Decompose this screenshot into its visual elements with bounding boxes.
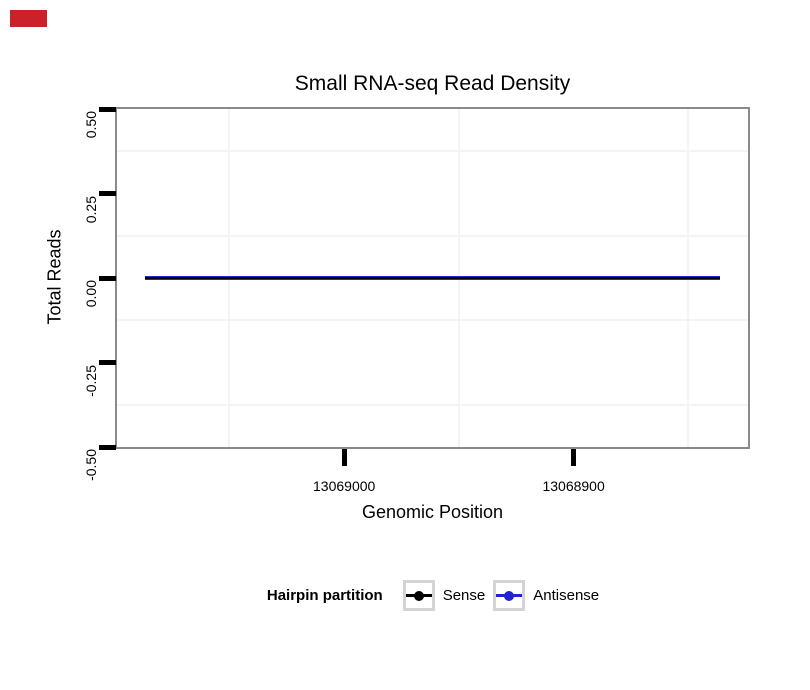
legend-item-sense: Sense — [402, 580, 486, 611]
chart-title: Small RNA-seq Read Density — [294, 72, 571, 95]
y-tick-mark — [99, 106, 116, 112]
y-tick-mark — [99, 275, 116, 281]
legend-label: Antisense — [533, 587, 600, 604]
red-marker-box — [10, 10, 47, 27]
legend-key-icon — [493, 580, 526, 611]
x-axis-title: Genomic Position — [361, 502, 504, 522]
series-line-sense — [144, 277, 721, 279]
minor-gridline-y — [117, 150, 748, 153]
x-tick-mark — [341, 449, 347, 466]
y-tick-mark — [99, 360, 116, 365]
minor-gridline-y — [117, 403, 748, 406]
y-tick-mark — [99, 191, 116, 196]
y-axis-title: Total Reads — [44, 229, 65, 325]
legend-label: Sense — [442, 587, 486, 604]
y-tick-label: 0.50 — [83, 111, 99, 139]
minor-gridline-y — [117, 319, 748, 322]
legend-item-antisense: Antisense — [493, 580, 599, 611]
x-tick-label: 13068900 — [542, 478, 605, 494]
key-point-glyph — [413, 590, 424, 601]
minor-gridline-y — [117, 234, 748, 237]
y-tick-label: -0.50 — [83, 449, 99, 481]
x-tick-label: 13069000 — [313, 478, 376, 494]
legend-key-icon — [402, 580, 435, 611]
y-tick-mark — [99, 444, 116, 450]
y-tick-label: 0.25 — [83, 195, 99, 223]
y-tick-label: 0.00 — [83, 280, 99, 308]
legend-title: Hairpin partition — [266, 587, 383, 604]
legend: Hairpin partition Sense Antisense — [0, 580, 810, 611]
key-point-glyph — [504, 590, 515, 601]
x-tick-mark — [571, 449, 577, 466]
y-tick-label: -0.25 — [83, 364, 99, 397]
